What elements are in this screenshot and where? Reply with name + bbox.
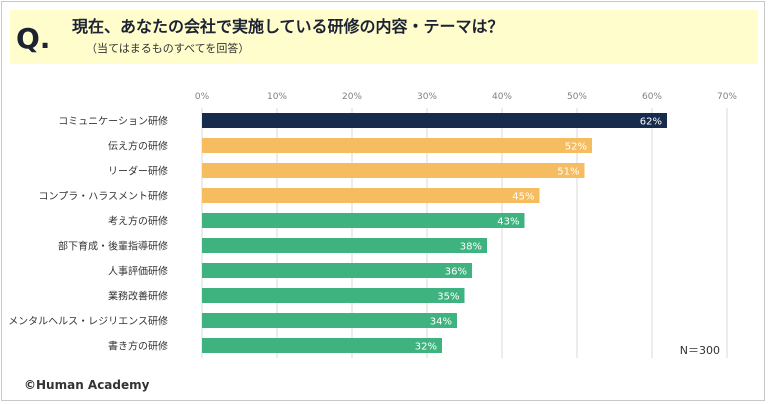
x-tick-label: 10% — [267, 92, 287, 102]
data-label: 52% — [565, 142, 587, 153]
bar — [202, 163, 585, 178]
bar — [202, 313, 457, 328]
question-title: 現在、あなたの会社で実施している研修の内容・テーマは？ — [72, 17, 504, 36]
bar — [202, 288, 465, 303]
bar — [202, 338, 442, 353]
data-label: 43% — [497, 217, 519, 228]
x-tick-label: 0% — [195, 92, 210, 102]
category-label: 考え方の研修 — [108, 215, 168, 228]
x-tick-label: 70% — [717, 92, 737, 102]
category-label: 業務改善研修 — [108, 290, 168, 303]
data-label: 38% — [460, 242, 482, 253]
x-tick-label: 40% — [492, 92, 512, 102]
bar — [202, 138, 592, 153]
bar — [202, 238, 487, 253]
data-label: 34% — [430, 317, 452, 328]
bar — [202, 213, 525, 228]
copyright: ©Human Academy — [24, 378, 150, 392]
data-label: 45% — [512, 192, 534, 203]
x-tick-label: 60% — [642, 92, 662, 102]
question-subtitle: （当てはまるものすべてを回答） — [86, 42, 250, 55]
data-label: 35% — [437, 292, 459, 303]
data-label: 62% — [640, 117, 662, 128]
category-label: コミュニケーション研修 — [58, 115, 168, 128]
category-label: 伝え方の研修 — [108, 140, 168, 153]
bar — [202, 113, 667, 128]
category-label: 部下育成・後輩指導研修 — [58, 240, 168, 253]
question-header — [10, 10, 758, 64]
x-tick-label: 30% — [417, 92, 437, 102]
category-label: リーダー研修 — [108, 165, 168, 178]
x-tick-label: 20% — [342, 92, 362, 102]
category-label: メンタルヘルス・レジリエンス研修 — [8, 315, 168, 328]
sample-size-annotation: N＝300 — [680, 344, 720, 357]
bar — [202, 188, 540, 203]
category-label: 書き方の研修 — [108, 340, 168, 353]
data-label: 36% — [445, 267, 467, 278]
category-label: コンプラ・ハラスメント研修 — [39, 190, 169, 203]
category-label: 人事評価研修 — [108, 265, 168, 278]
data-label: 51% — [557, 167, 579, 178]
x-tick-label: 50% — [567, 92, 587, 102]
bar — [202, 263, 472, 278]
question-mark: Q. — [16, 22, 51, 55]
data-label: 32% — [415, 342, 437, 353]
